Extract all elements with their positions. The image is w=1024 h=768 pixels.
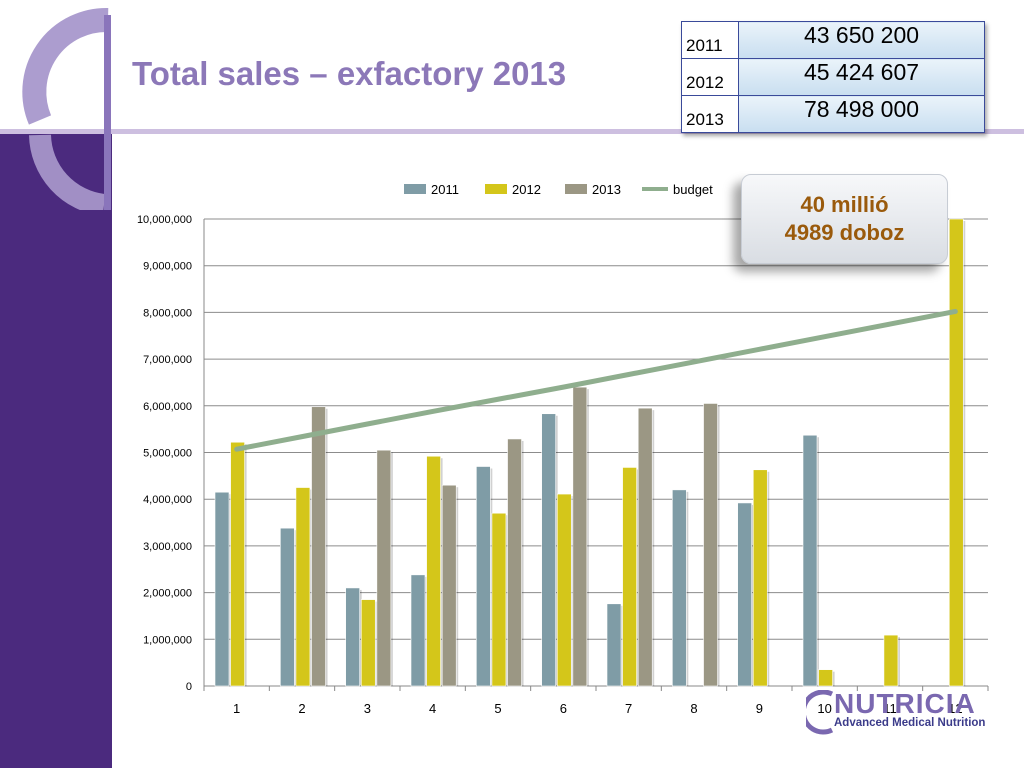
- legend-swatch: [565, 184, 587, 194]
- x-tick-label: 5: [494, 701, 501, 716]
- bar-2012: [818, 669, 833, 687]
- bar-2012: [622, 467, 637, 687]
- bar-2011: [541, 413, 556, 687]
- logo-name: NUTRICIA: [834, 688, 976, 719]
- bar-2013: [637, 407, 653, 687]
- bar-2012: [491, 512, 507, 687]
- bar-2012: [426, 455, 441, 687]
- y-tick-label: 4,000,000: [143, 494, 192, 506]
- x-tick-label: 2: [298, 701, 305, 716]
- y-tick-label: 1,000,000: [143, 634, 192, 646]
- bar-2013: [703, 403, 718, 687]
- x-tick-label: 8: [690, 701, 697, 716]
- x-tick-label: 4: [429, 701, 436, 716]
- x-tick-label: 11: [883, 701, 897, 716]
- x-tick-label: 1: [233, 701, 240, 716]
- bar-2013: [441, 484, 457, 687]
- bar-2012: [883, 634, 899, 687]
- bar-2011: [280, 527, 295, 687]
- y-tick-label: 3,000,000: [143, 541, 192, 553]
- x-tick-label: 9: [756, 701, 763, 716]
- y-tick-label: 0: [186, 681, 192, 693]
- value-cell: 78 498 000: [738, 95, 985, 133]
- x-tick-label: 7: [625, 701, 632, 716]
- x-tick-label: 12: [948, 701, 962, 716]
- bar-2011: [345, 587, 360, 687]
- y-tick-label: 10,000,000: [137, 214, 192, 226]
- bar-2011: [606, 603, 622, 687]
- callout-line-1: 40 millió: [800, 192, 889, 217]
- decorative-arc: [22, 7, 111, 210]
- slide-title: Total sales – exfactory 2013: [132, 55, 567, 92]
- year-cell: 2013: [681, 95, 739, 133]
- legend-swatch: [404, 184, 426, 194]
- bar-2012: [360, 599, 376, 687]
- bar-2011: [214, 491, 230, 687]
- bar-2012: [230, 441, 245, 687]
- x-tick-label: 6: [560, 701, 567, 716]
- value-cell: 43 650 200: [738, 21, 985, 59]
- bar-2012: [948, 218, 964, 687]
- y-tick-label: 7,000,000: [143, 354, 192, 366]
- nutricia-logo: NUTRICIA Advanced Medical Nutrition: [806, 688, 986, 735]
- legend-label: 2011: [431, 182, 459, 197]
- bar-2013: [507, 438, 522, 687]
- left-purple-band: [0, 134, 112, 768]
- callout-line-2: 4989 doboz: [784, 220, 905, 245]
- y-tick-label: 6,000,000: [143, 401, 192, 413]
- bar-2013: [572, 386, 588, 687]
- legend-swatch: [485, 184, 507, 194]
- bar-2011: [476, 466, 491, 687]
- year-cell: 2012: [681, 58, 739, 96]
- table-row: 2013 78 498 000: [681, 95, 985, 133]
- legend-label: budget: [673, 182, 713, 197]
- bar-2013: [376, 449, 392, 687]
- x-tick-label: 10: [817, 701, 831, 716]
- summary-table: 2011 43 650 200 2012 45 424 607 2013 78 …: [681, 21, 985, 133]
- bar-2011: [737, 502, 752, 687]
- logo-mark-icon: [806, 690, 834, 735]
- budget-callout: 40 millió 4989 doboz: [741, 174, 948, 264]
- bar-2012: [556, 493, 572, 687]
- bar-2011: [802, 434, 818, 687]
- logo-tagline: Advanced Medical Nutrition: [834, 717, 986, 729]
- bar-2012: [295, 487, 311, 687]
- x-tick-label: 3: [364, 701, 371, 716]
- bar-2011: [672, 489, 687, 687]
- bar-2012: [752, 469, 768, 687]
- budget-line: [234, 308, 958, 452]
- y-tick-label: 8,000,000: [143, 307, 192, 319]
- y-tick-label: 2,000,000: [143, 588, 192, 600]
- legend-label: 2013: [592, 182, 621, 197]
- legend-label: 2012: [512, 182, 541, 197]
- header-divider: [0, 129, 1024, 134]
- y-tick-label: 9,000,000: [143, 261, 192, 273]
- bar-2013: [311, 406, 326, 687]
- bar-2011: [410, 574, 426, 687]
- y-tick-label: 5,000,000: [143, 448, 192, 460]
